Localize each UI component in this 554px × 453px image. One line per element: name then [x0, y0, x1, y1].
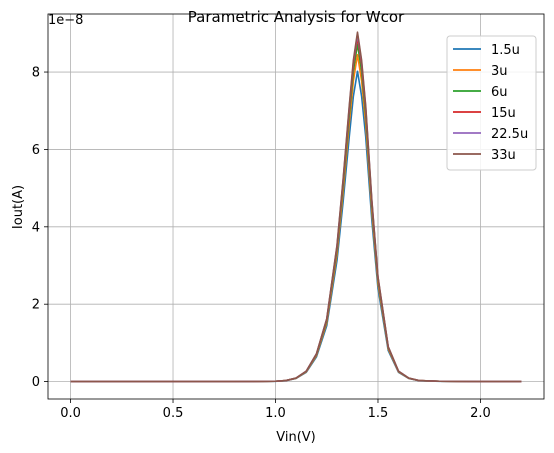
y-scale-label: 1e−8 [48, 13, 83, 28]
legend-label-3u: 3u [491, 64, 508, 79]
chart-title: Parametric Analysis for Wcor [188, 8, 405, 26]
x-tick-label: 1.0 [265, 406, 286, 421]
y-axis-label: Iout(A) [11, 185, 26, 229]
x-tick-label: 0.0 [60, 406, 81, 421]
y-tick-label: 8 [32, 66, 40, 81]
series-line-33u [70, 31, 522, 383]
legend-label-6u: 6u [491, 85, 508, 100]
legend-label-1.5u: 1.5u [491, 43, 520, 58]
y-tick-label: 4 [32, 220, 40, 235]
x-tick-label: 2.0 [470, 406, 491, 421]
legend-label-22.5u: 22.5u [491, 127, 528, 142]
series-layer [70, 31, 522, 383]
y-tick-label: 0 [32, 375, 40, 390]
legend: 1.5u 3u 6u 15u 22.5u 33u [446, 35, 537, 171]
y-tick-label: 2 [32, 298, 40, 313]
ticks: 0.0 0.5 1.0 1.5 2.0 0 2 4 6 8 [32, 66, 491, 421]
plot-frame [47, 13, 545, 400]
x-axis-label: Vin(V) [276, 430, 316, 445]
x-tick-label: 0.5 [163, 406, 184, 421]
x-tick-label: 1.5 [368, 406, 389, 421]
y-tick-label: 6 [32, 143, 40, 158]
legend-label-33u: 33u [491, 148, 516, 163]
legend-label-15u: 15u [491, 106, 516, 121]
